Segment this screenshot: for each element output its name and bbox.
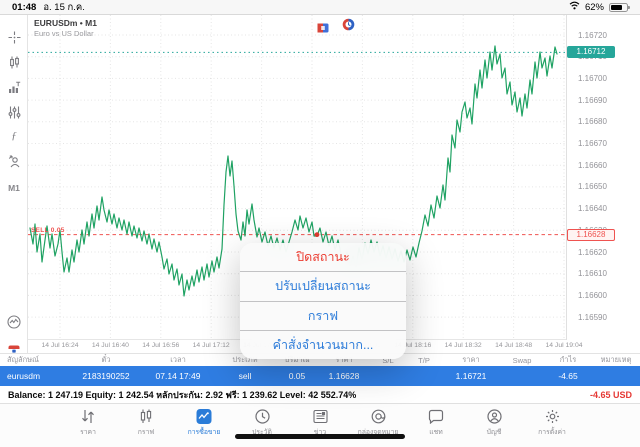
position-context-menu: ปิดสถานะ ปรับเปลี่ยนสถานะ กราฟ คำสั่งจำน… bbox=[240, 243, 406, 359]
chat-bubble-icon bbox=[428, 409, 444, 424]
chart-candles-icon bbox=[140, 409, 152, 423]
time-tick: 14 Jul 18:32 bbox=[444, 342, 482, 349]
bottom-nav: ราคา กราฟ การซื้อขาย ประวัติ ข่าว กล่องจ… bbox=[0, 404, 640, 447]
price-tick: 1.16720 bbox=[578, 30, 607, 40]
row-cell: 1.16628 bbox=[328, 371, 360, 381]
signals-icon[interactable] bbox=[0, 155, 28, 168]
timeframe-button[interactable]: M1 bbox=[8, 183, 20, 193]
menu-item-close-position[interactable]: ปิดสถานะ bbox=[240, 243, 406, 273]
quotes-arrows-icon bbox=[82, 410, 94, 423]
time-tick: 14 Jul 18:48 bbox=[495, 342, 533, 349]
price-tick: 1.16640 bbox=[578, 204, 607, 214]
time-tick: 14 Jul 16:24 bbox=[41, 342, 79, 349]
col-header: T/P bbox=[418, 355, 430, 365]
crosshair-icon[interactable] bbox=[0, 31, 28, 44]
col-header: ประเภท bbox=[232, 355, 258, 364]
wifi-icon bbox=[569, 1, 580, 13]
col-header: S/L bbox=[382, 355, 394, 365]
col-header: ราคา bbox=[462, 355, 480, 364]
news-icon bbox=[312, 409, 328, 424]
nav-quotes[interactable]: ราคา bbox=[66, 409, 110, 447]
time-tick: 14 Jul 17:12 bbox=[192, 342, 230, 349]
chart-symbol-label: EURUSDm • M1 bbox=[34, 18, 97, 28]
account-summary-bar: Balance: 1 247.19 Equity: 1 242.54 หลักป… bbox=[0, 386, 640, 404]
col-header: กำไร bbox=[559, 355, 577, 364]
position-row-selected[interactable]: eurusdm 2183190252 07.14 17:49 sell 0.05 1.16… bbox=[0, 366, 640, 386]
col-header: ราคา bbox=[335, 355, 353, 364]
current-price-badge: 1.16712 bbox=[567, 46, 615, 59]
indicators-icon[interactable] bbox=[0, 81, 28, 94]
col-header: ปริมาณ bbox=[284, 355, 310, 364]
battery-icon bbox=[609, 2, 630, 12]
floating-profit: -4.65 USD bbox=[589, 389, 632, 400]
home-indicator[interactable] bbox=[235, 434, 405, 439]
menu-item-modify-position[interactable]: ปรับเปลี่ยนสถานะ bbox=[240, 272, 406, 302]
account-person-icon bbox=[486, 409, 502, 424]
session-clock-icon[interactable] bbox=[342, 18, 355, 36]
news-flag-icon[interactable] bbox=[317, 20, 329, 38]
row-cell: sell bbox=[238, 371, 252, 381]
price-tick: 1.16600 bbox=[578, 290, 607, 300]
time-tick: 14 Jul 19:04 bbox=[545, 342, 583, 349]
time-tick: 14 Jul 16:56 bbox=[142, 342, 180, 349]
col-header: Swap bbox=[512, 355, 532, 365]
status-bar: 01:48 อ. 15 ก.ค. 62% bbox=[0, 0, 640, 15]
row-cell: 1.16721 bbox=[455, 371, 487, 381]
row-cell: eurusdm bbox=[7, 371, 41, 381]
price-tick: 1.16700 bbox=[578, 73, 607, 83]
candlestick-style-icon[interactable] bbox=[0, 56, 28, 69]
price-tick: 1.16650 bbox=[578, 182, 607, 192]
nav-trade[interactable]: การซื้อขาย bbox=[182, 409, 226, 447]
menu-item-chart[interactable]: กราฟ bbox=[240, 302, 406, 331]
row-cell: 0.05 bbox=[288, 371, 306, 381]
price-tick: 1.16680 bbox=[578, 117, 607, 127]
row-cell: 2183190252 bbox=[82, 371, 130, 381]
status-date: อ. 15 ก.ค. bbox=[43, 1, 85, 13]
gear-icon bbox=[545, 410, 559, 423]
nav-history[interactable]: ประวัติ bbox=[240, 409, 284, 447]
history-clock-icon bbox=[254, 409, 270, 424]
col-header: ตั๋ว bbox=[101, 355, 111, 364]
nav-charts[interactable]: กราฟ bbox=[124, 409, 168, 447]
time-tick: 14 Jul 16:40 bbox=[91, 342, 129, 349]
nav-mailbox[interactable]: กล่องจดหมาย bbox=[356, 409, 400, 447]
price-axis[interactable]: 1.167201.167101.167001.166901.166801.166… bbox=[566, 15, 640, 340]
objects-icon[interactable] bbox=[0, 106, 28, 119]
price-tick: 1.16610 bbox=[578, 269, 607, 279]
chart-symbol-name: Euro vs US Dollar bbox=[34, 29, 94, 38]
nav-accounts[interactable]: บัญชี bbox=[472, 409, 516, 447]
row-cell: 07.14 17:49 bbox=[155, 371, 201, 381]
function-icon[interactable]: ƒ bbox=[11, 130, 17, 142]
nav-news[interactable]: ข่าว bbox=[298, 409, 342, 447]
at-sign-icon bbox=[371, 409, 385, 424]
chart-toolbar: ƒ M1 bbox=[0, 15, 28, 357]
position-price-badge: 1.16628 bbox=[567, 228, 615, 241]
clock-time: 01:48 bbox=[12, 1, 37, 13]
col-header: เวลา bbox=[170, 355, 186, 364]
nav-settings[interactable]: การตั้งค่า bbox=[530, 409, 574, 447]
balance-summary: Balance: 1 247.19 Equity: 1 242.54 หลักป… bbox=[8, 389, 357, 400]
time-tick: 14 Jul 18:16 bbox=[394, 342, 432, 349]
touch-anchor-dot bbox=[314, 232, 320, 238]
price-tick: 1.16660 bbox=[578, 160, 607, 170]
row-cell: -4.65 bbox=[558, 371, 578, 381]
menu-item-bulk-operations[interactable]: คำสั่งจำนวนมาก... bbox=[272, 337, 374, 352]
price-tick: 1.16590 bbox=[578, 312, 607, 322]
battery-percent: 62% bbox=[584, 1, 604, 13]
price-tick: 1.16620 bbox=[578, 247, 607, 257]
position-line-label: SELL 0.05 bbox=[31, 227, 65, 234]
trade-icon bbox=[196, 409, 212, 424]
chart-title: EURUSDm • M1 Euro vs US Dollar bbox=[34, 18, 97, 38]
quick-trade-icon[interactable] bbox=[0, 315, 28, 329]
nav-chat[interactable]: แชท bbox=[414, 409, 458, 447]
col-header: สัญลักษณ์ bbox=[7, 355, 40, 364]
price-tick: 1.16670 bbox=[578, 139, 607, 148]
col-header: หมายเหตุ bbox=[600, 355, 632, 364]
price-tick: 1.16690 bbox=[578, 95, 607, 105]
